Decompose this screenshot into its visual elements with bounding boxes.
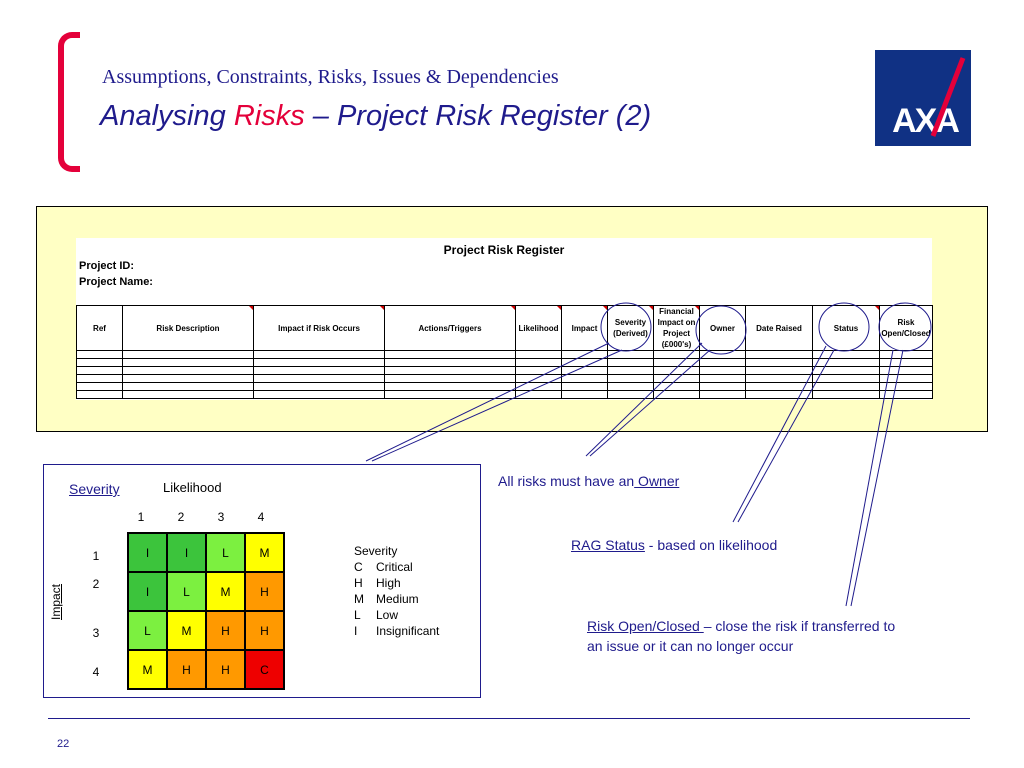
owner-callout-circle <box>695 305 747 355</box>
legend-item: C Critical <box>354 560 413 574</box>
register-body <box>76 350 933 399</box>
matrix-cell: M <box>206 572 245 611</box>
col-ref: Ref <box>76 305 123 351</box>
matrix-cell: I <box>128 572 167 611</box>
likelihood-label: Likelihood <box>163 480 222 495</box>
owner-callout-line <box>585 342 703 457</box>
impact-4: 4 <box>92 665 100 679</box>
owner-link[interactable]: Owner <box>634 473 680 489</box>
severity-callout-line-2 <box>371 349 623 462</box>
slide-heading: Assumptions, Constraints, Risks, Issues … <box>102 66 559 88</box>
status-callout-line <box>732 345 827 523</box>
matrix-cell: M <box>167 611 206 650</box>
status-callout-circle <box>818 302 870 352</box>
legend-item: H High <box>354 576 401 590</box>
matrix-cell: H <box>245 611 284 650</box>
matrix-cell: H <box>167 650 206 689</box>
slide-subheading: Analysing Risks – Project Risk Register … <box>100 100 651 133</box>
legend-title: Severity <box>354 544 398 558</box>
col-actions-triggers: Actions/Triggers <box>384 305 516 351</box>
col-financial-impact: Financial Impact on Project (£000's) <box>653 305 700 351</box>
register-cell[interactable] <box>879 390 933 399</box>
status-callout-line-2 <box>737 349 835 523</box>
risk-register: Project Risk Register Project ID: Projec… <box>76 238 933 400</box>
col-impact-if-occurs: Impact if Risk Occurs <box>253 305 385 351</box>
impact-3: 3 <box>92 626 100 640</box>
impact-1: 1 <box>92 549 100 563</box>
subtitle-highlight: Risks <box>233 100 305 132</box>
page-number: 22 <box>57 738 70 750</box>
severity-callout-circle <box>600 302 652 352</box>
likelihood-1: 1 <box>137 510 145 524</box>
rag-note: RAG Status - based on likelihood <box>571 537 778 553</box>
footer-divider <box>48 718 970 719</box>
open-closed-callout-line-2 <box>850 349 904 607</box>
axa-logo-text: AXA <box>892 102 959 140</box>
matrix-cell: H <box>245 572 284 611</box>
matrix-cell: M <box>245 533 284 572</box>
axa-logo: AXA <box>875 50 971 146</box>
likelihood-3: 3 <box>217 510 225 524</box>
register-header-row: Ref Risk Description Impact if Risk Occu… <box>76 305 933 351</box>
open-closed-callout-line <box>845 349 894 607</box>
matrix-cell: H <box>206 611 245 650</box>
matrix-cell: L <box>128 611 167 650</box>
matrix-cell: H <box>206 650 245 689</box>
subtitle-prefix: Analysing <box>100 100 234 132</box>
matrix-cell: M <box>128 650 167 689</box>
severity-title: Severity <box>69 481 120 497</box>
register-row <box>76 350 933 359</box>
register-row <box>76 374 933 383</box>
title-bracket <box>58 32 80 172</box>
impact-2: 2 <box>92 577 100 591</box>
open-closed-note: Risk Open/Closed – close the risk if tra… <box>587 618 896 634</box>
project-id-label: Project ID: <box>79 260 135 272</box>
axa-logo-mark: AXA <box>892 57 966 140</box>
matrix-cell: L <box>167 572 206 611</box>
open-closed-callout-circle <box>878 302 932 352</box>
register-table: Ref Risk Description Impact if Risk Occu… <box>76 305 933 399</box>
register-row <box>76 390 933 399</box>
matrix-cell: I <box>167 533 206 572</box>
legend-item: L Low <box>354 608 399 622</box>
owner-callout-line-2 <box>589 349 711 457</box>
col-risk-description: Risk Description <box>122 305 254 351</box>
likelihood-2: 2 <box>177 510 185 524</box>
col-date-raised: Date Raised <box>745 305 813 351</box>
matrix-cell: C <box>245 650 284 689</box>
risk-open-closed-link[interactable]: Risk Open/Closed <box>587 618 704 634</box>
col-likelihood: Likelihood <box>515 305 562 351</box>
legend-item: M Medium <box>354 592 419 606</box>
subtitle-suffix: – Project Risk Register (2) <box>304 100 652 132</box>
axa-logo-slash <box>930 57 966 137</box>
project-name-label: Project Name: <box>79 276 153 288</box>
owner-note: All risks must have an Owner <box>498 473 680 489</box>
legend-item: I Insignificant <box>354 624 440 638</box>
likelihood-4: 4 <box>257 510 265 524</box>
severity-callout-line <box>365 342 610 462</box>
matrix-cell: L <box>206 533 245 572</box>
register-row <box>76 358 933 367</box>
open-closed-note-line2: an issue or it can no longer occur <box>587 638 794 654</box>
register-title: Project Risk Register <box>443 243 565 257</box>
rag-status-link[interactable]: RAG Status <box>571 537 645 553</box>
matrix-cell: I <box>128 533 167 572</box>
